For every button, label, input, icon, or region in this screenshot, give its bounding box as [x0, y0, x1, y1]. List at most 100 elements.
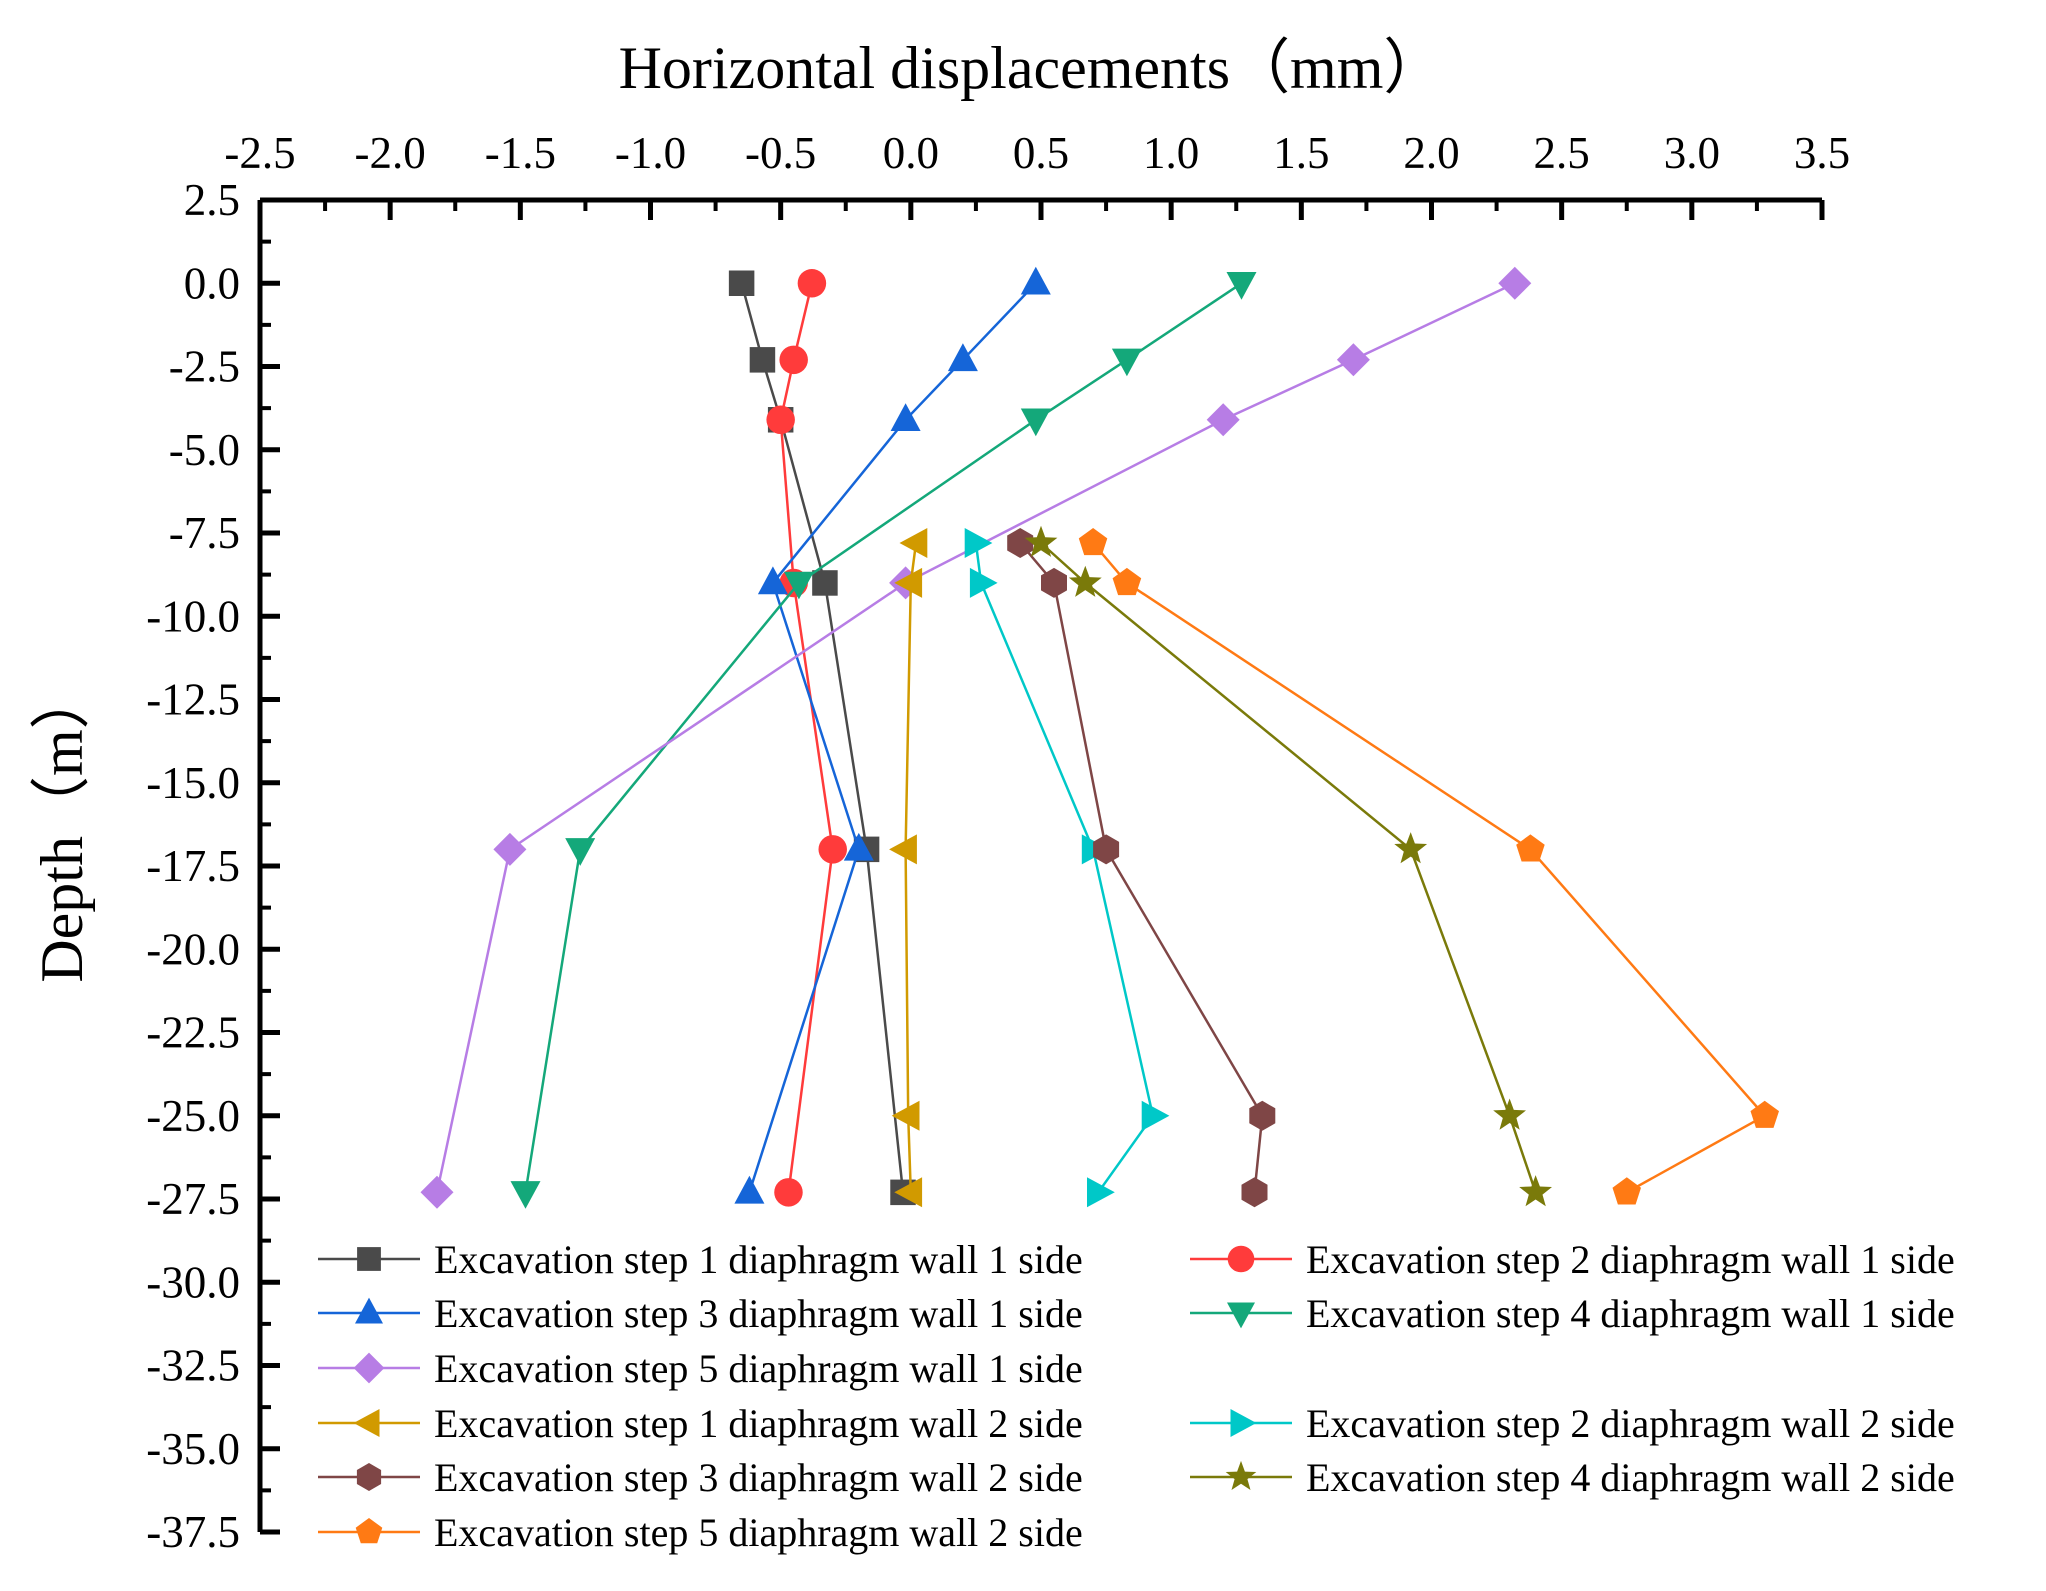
data-point	[1226, 272, 1257, 300]
legend-marker	[1230, 1409, 1257, 1437]
series-2	[766, 269, 847, 1207]
y-tick-label: -37.5	[146, 1507, 240, 1557]
series-line	[1040, 542, 1537, 1193]
data-point	[1249, 1100, 1276, 1131]
series-line	[1092, 542, 1767, 1194]
y-tick-label: -27.5	[146, 1174, 240, 1224]
data-point	[1519, 1175, 1552, 1207]
legend: Excavation step 1 diaphragm wall 1 side E…	[318, 1237, 1955, 1555]
x-tick-label: 0.5	[1013, 128, 1069, 178]
data-point	[1141, 1100, 1170, 1131]
data-point	[1068, 565, 1102, 597]
series-line	[1019, 542, 1264, 1193]
y-tick-label: -5.0	[169, 425, 240, 475]
data-point	[964, 528, 993, 558]
data-point	[890, 403, 921, 431]
axes-layer: -2.5 -2.0 -1.5 -1.0 -0.5 0.0 0.5 1.0 1.5 2.0 2.5 3.…	[146, 128, 1850, 1557]
data-point	[734, 1175, 765, 1204]
x-tick-label: 2.0	[1403, 128, 1459, 178]
data-point	[1041, 567, 1067, 598]
legend-label: Excavation step 4 diaphragm wall 2 side	[1306, 1455, 1955, 1500]
series-line	[904, 542, 918, 1193]
x-tick-label: 3.5	[1794, 128, 1850, 178]
series-4	[510, 272, 1257, 1209]
x-tick-label: 1.0	[1143, 128, 1199, 178]
y-tick-label: -22.5	[146, 1008, 240, 1058]
data-point	[783, 571, 814, 600]
data-point	[969, 567, 998, 598]
y-axis-title: Depth（m）	[29, 669, 95, 982]
series-10	[1078, 528, 1779, 1205]
legend-label: Excavation step 1 diaphragm wall 1 side	[434, 1237, 1083, 1282]
series-line	[435, 282, 1516, 1193]
data-point	[894, 1177, 923, 1208]
x-tick-label: 2.5	[1534, 128, 1590, 178]
y-tick-label: -20.0	[146, 924, 240, 974]
data-point	[899, 528, 928, 558]
series-line	[524, 282, 1243, 1193]
series-5	[420, 266, 1532, 1209]
x-tick-label: 3.0	[1664, 128, 1720, 178]
legend-marker	[1227, 1302, 1255, 1329]
data-point	[420, 1175, 454, 1209]
data-point	[493, 832, 527, 866]
data-point	[749, 347, 776, 373]
y-tick-label: 0.0	[184, 258, 240, 308]
data-point	[889, 834, 917, 865]
legend-marker	[355, 1297, 383, 1324]
data-point	[797, 269, 827, 298]
data-point	[1241, 1177, 1268, 1208]
x-tick-label: 1.5	[1273, 128, 1329, 178]
data-point	[757, 566, 788, 595]
data-point	[894, 567, 923, 598]
y-tick-label: -35.0	[146, 1424, 240, 1474]
legend-item: Excavation step 1 diaphragm wall 1 side	[318, 1237, 1083, 1282]
legend-item: Excavation step 4 diaphragm wall 1 side	[1190, 1291, 1955, 1336]
data-point	[1093, 834, 1120, 865]
legend-item: Excavation step 1 diaphragm wall 2 side	[318, 1401, 1083, 1446]
legend-item: Excavation step 5 diaphragm wall 2 side	[318, 1510, 1083, 1555]
legend-marker	[355, 1518, 383, 1544]
series-3	[734, 266, 1051, 1204]
data-point	[1112, 567, 1142, 596]
data-point	[1020, 408, 1051, 437]
data-point	[947, 343, 978, 372]
legend-item: Excavation step 3 diaphragm wall 2 side	[318, 1455, 1083, 1500]
legend-item: Excavation step 4 diaphragm wall 2 side	[1190, 1455, 1955, 1500]
data-point	[1612, 1177, 1641, 1205]
data-point	[1516, 834, 1545, 862]
data-point	[812, 570, 838, 596]
legend-label: Excavation step 2 diaphragm wall 2 side	[1306, 1401, 1955, 1446]
y-tick-label: 2.5	[184, 175, 240, 225]
data-point	[1498, 266, 1532, 300]
series-line	[740, 282, 905, 1193]
legend-marker	[353, 1352, 385, 1384]
legend-item: Excavation step 3 diaphragm wall 1 side	[318, 1291, 1083, 1336]
legend-label: Excavation step 5 diaphragm wall 1 side	[434, 1346, 1083, 1391]
legend-marker	[1227, 1245, 1255, 1273]
data-point	[1493, 1098, 1526, 1130]
x-tick-label: 0.0	[883, 128, 939, 178]
data-point	[1007, 528, 1034, 558]
data-point	[1111, 348, 1142, 377]
x-axis-title: Horizontal displacements（mm）	[619, 35, 1444, 101]
data-point	[1024, 525, 1058, 557]
data-point	[843, 832, 874, 861]
y-tick-label: -32.5	[146, 1341, 240, 1391]
data-point	[766, 405, 795, 435]
data-point	[774, 1178, 803, 1207]
data-point	[565, 838, 596, 866]
legend-label: Excavation step 2 diaphragm wall 1 side	[1306, 1237, 1955, 1282]
series-8	[1007, 528, 1276, 1208]
data-point	[891, 1100, 920, 1131]
data-point	[818, 835, 847, 864]
series-layer	[420, 266, 1779, 1209]
series-line	[748, 282, 1037, 1193]
data-point	[1336, 343, 1370, 377]
y-tick-label: -30.0	[146, 1257, 240, 1307]
series-7	[964, 528, 1170, 1208]
series-9	[1024, 525, 1552, 1207]
x-tick-label: -2.0	[355, 128, 426, 178]
